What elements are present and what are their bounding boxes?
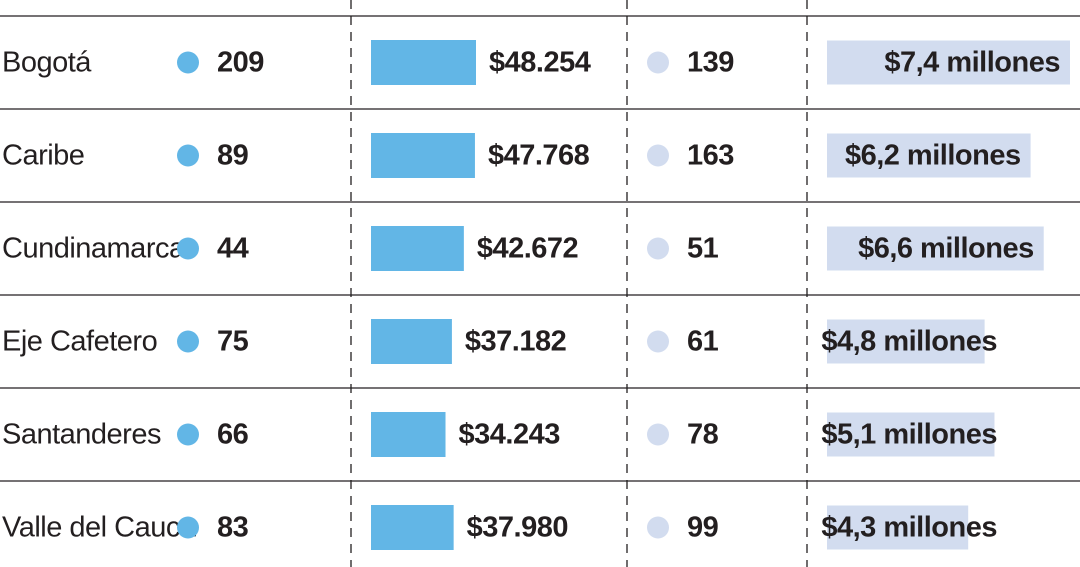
count-dot-marker [177, 51, 199, 74]
count2-value-label: 78 [687, 419, 719, 451]
count-value-label: 89 [217, 140, 249, 172]
price-value-label: $34.243 [459, 419, 561, 451]
count2-value-label: 51 [687, 233, 719, 265]
count2-value-label: 99 [687, 512, 719, 544]
amount-value-label: $4,8 millones [821, 326, 997, 358]
table-row: Eje Cafetero 75 $37.182 61 $4,8 millones [2, 319, 998, 364]
count-dot-marker [177, 144, 199, 167]
amount-value-label: $7,4 millones [884, 47, 1060, 79]
count-value-label: 66 [217, 419, 249, 451]
count-value-label: 44 [217, 233, 249, 265]
count2-dot-marker [647, 330, 669, 353]
price-bar [371, 133, 475, 178]
amount-value-label: $6,6 millones [858, 233, 1034, 265]
count2-dot-marker [647, 237, 669, 260]
price-value-label: $37.980 [467, 512, 568, 544]
amount-value-label: $4,3 millones [821, 512, 997, 544]
price-bar [371, 505, 454, 550]
table-row: Santanderes 66 $34.243 78 $5,1 millones [2, 412, 998, 457]
region-label: Santanderes [2, 419, 161, 451]
count-dot-marker [177, 516, 199, 539]
count-value-label: 75 [217, 326, 249, 358]
table-row: Caribe 89 $47.768 163 $6,2 millones [2, 133, 1031, 178]
price-value-label: $47.768 [488, 140, 590, 172]
count2-dot-marker [647, 51, 669, 74]
price-bar [371, 412, 446, 457]
region-label: Bogotá [2, 47, 92, 79]
count2-dot-marker [647, 516, 669, 539]
price-bar [371, 319, 452, 364]
table-row: Valle del Cauca 83 $37.980 99 $4,3 millones [2, 505, 998, 550]
table-row: Cundinamarca 44 $42.672 51 $6,6 millones [2, 226, 1044, 271]
amount-bar [827, 40, 1070, 85]
count2-dot-marker [647, 423, 669, 446]
amount-value-label: $6,2 millones [845, 140, 1021, 172]
price-value-label: $48.254 [489, 47, 591, 79]
count-dot-marker [177, 423, 199, 446]
amount-bar [827, 412, 995, 457]
count2-value-label: 61 [687, 326, 719, 358]
count-dot-marker [177, 330, 199, 353]
amount-bar [827, 226, 1044, 271]
price-value-label: $37.182 [465, 326, 566, 358]
price-bar [371, 226, 464, 271]
region-label: Valle del Cauca [2, 512, 197, 544]
region-label: Caribe [2, 140, 84, 172]
amount-bar [827, 319, 985, 364]
region-label: Eje Cafetero [2, 326, 157, 358]
amount-bar [827, 505, 969, 550]
amount-value-label: $5,1 millones [821, 419, 997, 451]
region-label: Cundinamarca [2, 233, 186, 265]
price-bar [371, 40, 476, 85]
table-row: Bogotá 209 $48.254 139 $7,4 millones [2, 40, 1070, 85]
price-value-label: $42.672 [477, 233, 578, 265]
table-rows: Bogotá 209 $48.254 139 $7,4 millones Caribe 89… [2, 40, 1070, 550]
count2-dot-marker [647, 144, 669, 167]
amount-bar [827, 133, 1031, 178]
count-dot-marker [177, 237, 199, 260]
count-value-label: 209 [217, 47, 264, 79]
count-value-label: 83 [217, 512, 249, 544]
count2-value-label: 139 [687, 47, 734, 79]
count2-value-label: 163 [687, 140, 734, 172]
